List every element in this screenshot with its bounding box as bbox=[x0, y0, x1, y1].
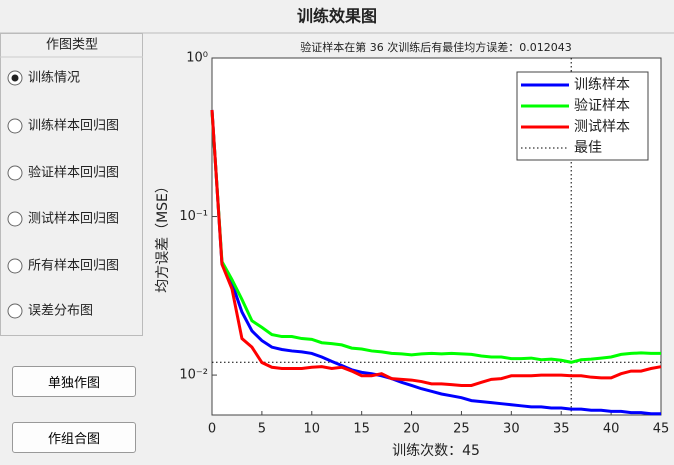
window-title: 训练效果图 bbox=[297, 7, 377, 26]
button[interactable]: 单独作图 bbox=[12, 366, 136, 397]
panel-title: 作图类型 bbox=[46, 38, 98, 53]
x-tick-label: 30 bbox=[503, 422, 520, 437]
legend-label: 训练样本 bbox=[574, 77, 630, 93]
series-line bbox=[210, 111, 661, 364]
panel-border bbox=[0, 33, 143, 336]
legend-box bbox=[516, 71, 649, 161]
y-tick-label: 10⁰ bbox=[186, 51, 208, 66]
radio-label[interactable]: 训练情况 bbox=[28, 71, 80, 86]
x-tick-label: 0 bbox=[208, 422, 216, 437]
radio-label[interactable]: 误差分布图 bbox=[28, 304, 93, 319]
legend-label: 最佳 bbox=[574, 140, 602, 156]
radio-dot bbox=[11, 74, 19, 82]
x-tick-label: 25 bbox=[453, 422, 470, 437]
y-tick-label: 10⁻¹ bbox=[179, 209, 208, 224]
series-line bbox=[210, 109, 662, 387]
x-tick-label: 45 bbox=[653, 422, 670, 437]
radio-label[interactable]: 所有样本回归图 bbox=[28, 259, 119, 274]
x-tick-label: 10 bbox=[304, 422, 321, 437]
y-tick-label: 10⁻² bbox=[179, 368, 208, 383]
legend-label: 验证样本 bbox=[574, 98, 630, 114]
radio-button[interactable] bbox=[7, 118, 23, 134]
x-axis-label: 训练次数：45 bbox=[392, 443, 480, 459]
x-tick-label: 20 bbox=[403, 422, 420, 437]
radio-label[interactable]: 测试样本回归图 bbox=[28, 212, 119, 227]
x-tick-label: 5 bbox=[258, 422, 266, 437]
radio-label[interactable]: 验证样本回归图 bbox=[28, 165, 119, 181]
chart-title: 验证样本在第 36 次训练后有最佳均方误差：0.012043 bbox=[300, 40, 571, 54]
radio-button[interactable] bbox=[7, 211, 23, 227]
radio-button[interactable] bbox=[7, 258, 23, 274]
x-tick-label: 15 bbox=[353, 422, 370, 437]
radio-label[interactable]: 训练样本回归图 bbox=[28, 119, 119, 134]
y-axis-label: 均方误差（MSE） bbox=[155, 179, 171, 293]
radio-button[interactable] bbox=[7, 165, 23, 181]
radio-button[interactable] bbox=[7, 303, 23, 319]
series-line bbox=[210, 109, 661, 416]
button[interactable]: 作组合图 bbox=[12, 422, 136, 453]
x-tick-label: 40 bbox=[603, 422, 620, 437]
legend-label: 测试样本 bbox=[574, 119, 630, 135]
x-tick-label: 35 bbox=[553, 422, 570, 437]
